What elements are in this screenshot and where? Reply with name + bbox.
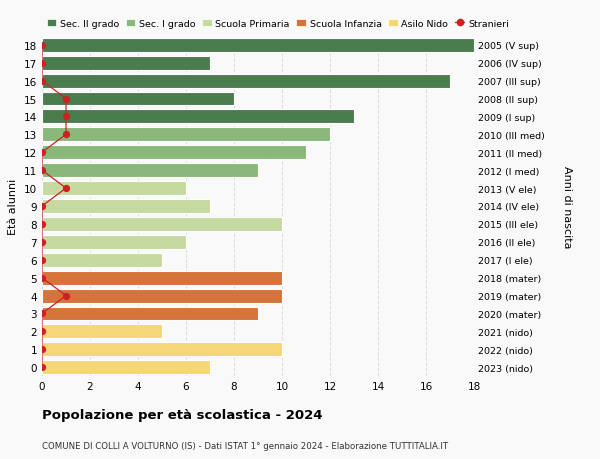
- Bar: [42, 200, 210, 213]
- Point: [37, 203, 47, 210]
- Bar: [42, 74, 450, 89]
- Bar: [42, 110, 354, 124]
- Bar: [42, 360, 210, 375]
- Point: [37, 149, 47, 157]
- Point: [37, 167, 47, 174]
- Bar: [42, 56, 210, 71]
- Point: [37, 78, 47, 85]
- Text: COMUNE DI COLLI A VOLTURNO (IS) - Dati ISTAT 1° gennaio 2024 - Elaborazione TUTT: COMUNE DI COLLI A VOLTURNO (IS) - Dati I…: [42, 441, 448, 450]
- Bar: [42, 39, 474, 53]
- Bar: [42, 253, 162, 267]
- Point: [37, 257, 47, 264]
- Bar: [42, 164, 258, 178]
- Y-axis label: Età alunni: Età alunni: [8, 179, 19, 235]
- Bar: [42, 342, 282, 357]
- Point: [37, 328, 47, 336]
- Bar: [42, 325, 162, 339]
- Point: [37, 346, 47, 353]
- Bar: [42, 235, 186, 249]
- Bar: [42, 307, 258, 321]
- Bar: [42, 92, 234, 106]
- Bar: [42, 146, 306, 160]
- Point: [37, 42, 47, 49]
- Bar: [42, 218, 282, 231]
- Bar: [42, 128, 330, 142]
- Legend: Sec. II grado, Sec. I grado, Scuola Primaria, Scuola Infanzia, Asilo Nido, Stran: Sec. II grado, Sec. I grado, Scuola Prim…: [47, 20, 509, 28]
- Point: [61, 131, 71, 139]
- Point: [61, 113, 71, 121]
- Point: [37, 60, 47, 67]
- Bar: [42, 182, 186, 196]
- Point: [61, 292, 71, 300]
- Point: [37, 310, 47, 318]
- Point: [37, 239, 47, 246]
- Text: Popolazione per età scolastica - 2024: Popolazione per età scolastica - 2024: [42, 409, 323, 421]
- Point: [61, 95, 71, 103]
- Point: [37, 274, 47, 282]
- Y-axis label: Anni di nascita: Anni di nascita: [562, 165, 572, 248]
- Bar: [42, 271, 282, 285]
- Point: [61, 185, 71, 192]
- Bar: [42, 289, 282, 303]
- Point: [37, 221, 47, 228]
- Point: [37, 364, 47, 371]
